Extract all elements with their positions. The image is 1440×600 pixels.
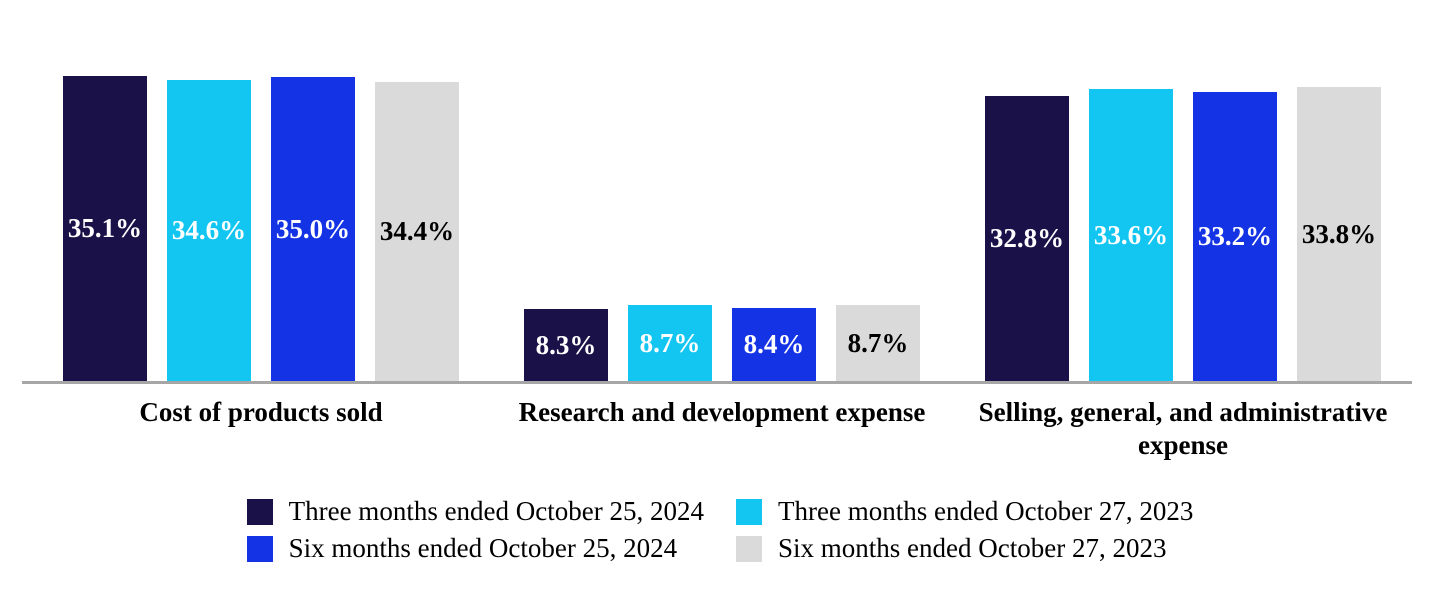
bar: 34.6% — [167, 80, 251, 381]
legend-swatch — [736, 498, 762, 525]
category-label: Cost of products sold — [139, 397, 383, 427]
bar-group: 35.1% 34.6% 35.0% 34.4% — [63, 76, 459, 381]
bar-value-label: 33.6% — [1093, 219, 1169, 250]
legend-label: Six months ended October 25, 2024 — [288, 533, 678, 563]
bar: 33.2% — [1193, 92, 1277, 381]
bar-value-label: 32.8% — [989, 223, 1065, 253]
bar: 8.7% — [836, 305, 920, 381]
legend-item: Six months ended October 25, 2024 — [246, 533, 704, 564]
bar-value-label: 33.8% — [1301, 218, 1377, 249]
bar: 32.8% — [985, 96, 1069, 381]
bar: 35.0% — [271, 77, 355, 381]
legend-item: Six months ended October 27, 2023 — [736, 533, 1193, 564]
bar-value-label: 8.7% — [639, 327, 701, 358]
legend-item: Three months ended October 25, 2024 — [246, 496, 704, 527]
bar: 33.8% — [1297, 87, 1381, 381]
category-label: Research and development expense — [518, 397, 926, 427]
category-label: Selling, general, and administrative exp… — [978, 397, 1388, 460]
bar-chart: 35.1% 34.6% 35.0% 34.4% 8.3% 8.7% 8.4% 8.7% 32.8… — [22, 76, 1412, 384]
legend-swatch — [246, 535, 273, 562]
bar-value-label: 35.0% — [275, 213, 351, 244]
bar-value-label: 8.4% — [743, 329, 805, 359]
legend-label: Six months ended October 27, 2023 — [778, 533, 1167, 563]
category-labels-row: Cost of products sold Research and develo… — [0, 396, 1440, 462]
bar-value-label: 34.4% — [379, 216, 455, 246]
legend-swatch — [246, 498, 273, 525]
bar-value-label: 8.7% — [847, 327, 909, 358]
bar-groups-container: 35.1% 34.6% 35.0% 34.4% 8.3% 8.7% 8.4% 8.7% 32.8… — [63, 76, 1381, 381]
legend-swatch — [736, 535, 762, 562]
legend-item: Three months ended October 27, 2023 — [736, 496, 1193, 527]
bar: 8.3% — [524, 309, 608, 381]
x-axis-line — [22, 381, 1412, 384]
bar-group: 32.8% 33.6% 33.2% 33.8% — [985, 87, 1381, 381]
bar-group: 8.3% 8.7% 8.4% 8.7% — [524, 305, 920, 381]
bar-value-label: 35.1% — [67, 213, 143, 243]
bar: 33.6% — [1089, 89, 1173, 381]
bar-value-label: 33.2% — [1197, 221, 1273, 251]
bar: 8.7% — [628, 305, 712, 381]
legend-label: Three months ended October 27, 2023 — [778, 496, 1194, 526]
bar: 35.1% — [63, 76, 147, 381]
chart-legend: Three months ended October 25, 2024 Three… — [246, 496, 1193, 564]
bar: 34.4% — [375, 82, 459, 381]
bar-value-label: 8.3% — [535, 329, 597, 360]
bar: 8.4% — [732, 308, 816, 381]
bar-value-label: 34.6% — [171, 215, 247, 245]
legend-label: Three months ended October 25, 2024 — [288, 496, 704, 526]
